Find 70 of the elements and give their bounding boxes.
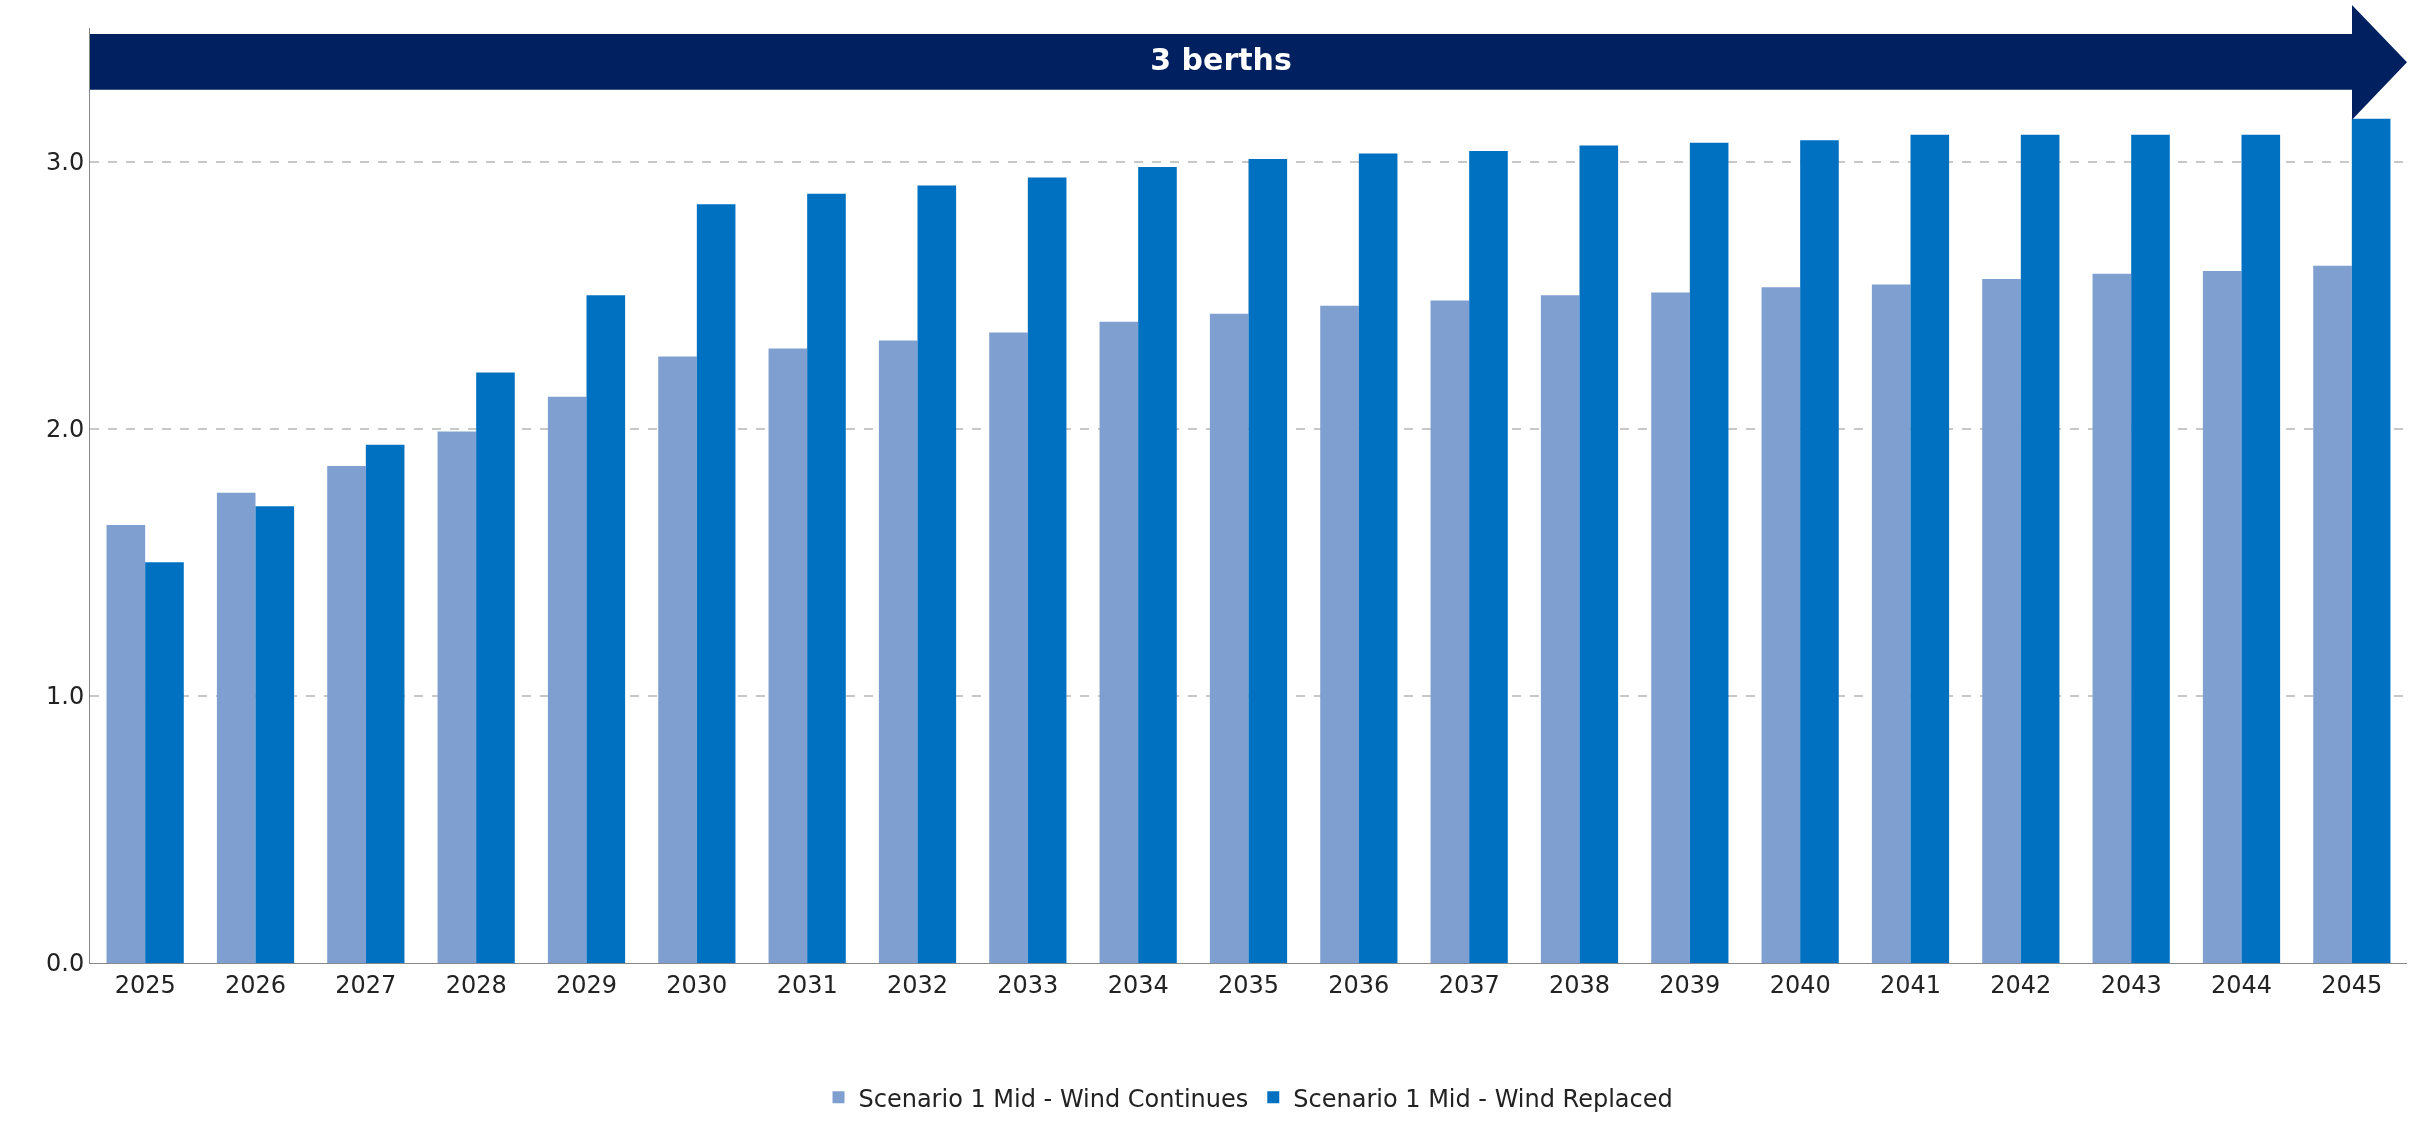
x-tick-label: 2026 [224, 970, 287, 999]
x-tick-label: 2032 [886, 970, 949, 999]
bar [2092, 273, 2132, 963]
bar [917, 185, 957, 963]
legend-label: Scenario 1 Mid - Wind Replaced [1293, 1084, 1673, 1113]
x-tick-label: 2043 [2100, 970, 2162, 999]
bar [1761, 287, 1801, 963]
bar [2313, 265, 2352, 963]
bar [1099, 321, 1139, 963]
x-tick-label: 2025 [114, 970, 176, 999]
bar [1982, 279, 2021, 963]
bar [2131, 134, 2170, 963]
x-tick-label: 2039 [1659, 970, 1721, 999]
x-tick-label: 2040 [1769, 970, 1831, 999]
bar [1540, 295, 1580, 963]
bar [476, 372, 515, 963]
x-tick-label: 2029 [555, 970, 618, 999]
bar [586, 295, 626, 963]
y-tick-label: 3.0 [46, 147, 85, 176]
bar [658, 356, 697, 963]
bar [2020, 134, 2060, 963]
bar [1689, 142, 1729, 963]
y-tick-label: 2.0 [46, 415, 85, 444]
bar [1469, 150, 1508, 963]
x-tick-label: 2041 [1879, 970, 1942, 999]
bar [989, 332, 1028, 963]
bar [2241, 134, 2281, 963]
bar [878, 340, 918, 963]
bar [2351, 118, 2391, 963]
x-tick-label: 2035 [1217, 970, 1280, 999]
bar [1209, 313, 1249, 963]
bar [1320, 305, 1359, 963]
bar [1871, 284, 1911, 963]
bar [1800, 140, 1839, 963]
bar [1138, 166, 1177, 963]
x-tick-label: 2042 [1990, 970, 2052, 999]
x-tick-label: 2045 [2321, 970, 2383, 999]
x-tick-label: 2028 [445, 970, 507, 999]
annotation: 3 berths [1149, 42, 1293, 78]
x-tick-label: 2037 [1438, 970, 1500, 999]
bar [437, 431, 477, 963]
y-tick-label: 0.0 [46, 949, 85, 978]
x-tick-label: 2031 [776, 970, 838, 999]
bar [547, 396, 587, 963]
bar [327, 466, 366, 963]
bar [1430, 300, 1470, 963]
bar [145, 562, 184, 963]
bar [2202, 271, 2242, 963]
bar [1027, 177, 1067, 963]
bar [1358, 153, 1398, 963]
bar [365, 444, 405, 963]
bar [216, 492, 256, 963]
legend-label: Scenario 1 Mid - Wind Continues [858, 1084, 1249, 1113]
bar [1579, 145, 1619, 963]
x-tick-label: 2027 [335, 970, 397, 999]
x-tick-label: 2030 [666, 970, 728, 999]
x-tick-label: 2034 [1107, 970, 1169, 999]
x-tick-label: 2033 [997, 970, 1059, 999]
bar [106, 524, 146, 963]
bar [696, 204, 736, 963]
bar [255, 506, 295, 963]
bar [1910, 134, 1950, 963]
bar [768, 348, 808, 963]
y-tick-label: 1.0 [46, 682, 85, 711]
bar [807, 193, 846, 963]
x-tick-label: 2044 [2210, 970, 2273, 999]
bar [1248, 158, 1288, 963]
x-tick-label: 2036 [1328, 970, 1390, 999]
x-tick-label: 2038 [1548, 970, 1611, 999]
bar [1651, 292, 1690, 963]
